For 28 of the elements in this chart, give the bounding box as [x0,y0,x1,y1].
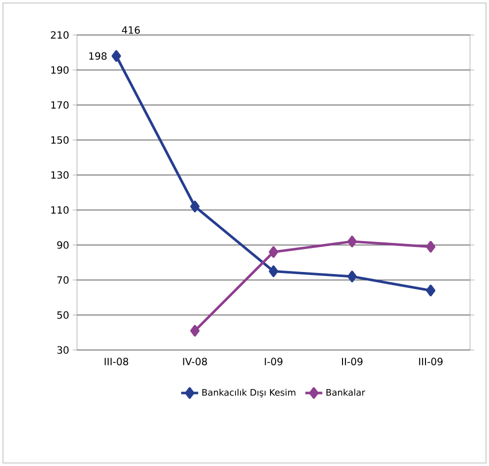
y-tick-label: 150 [51,136,69,144]
point [190,200,200,212]
point [268,246,278,258]
y-tick-label: 50 [57,311,69,319]
point [347,270,357,282]
y-tick-label: 170 [51,101,69,109]
x-tick-label: III-08 [104,358,128,366]
data-label: 198 [89,52,107,60]
y-tick-label: 210 [50,31,69,39]
x-tick-label: I-09 [264,358,282,366]
point [190,324,200,337]
x-tick-label: III-09 [419,358,443,366]
y-tick-label: 90 [57,241,69,249]
point [426,284,436,296]
point [268,265,278,278]
y-tick-label: 110 [51,206,69,214]
point [112,50,121,62]
text: 416 [122,26,140,34]
y-tick-label: 30 [57,346,69,354]
legend-label: Bankacılık Dışı Kesim [202,388,296,398]
point [347,236,357,248]
x-tick-label: IV-08 [183,358,207,366]
x-tick-label: II-09 [342,358,362,366]
point [426,240,436,253]
y-tick-label: 190 [51,66,69,74]
y-tick-label: 70 [57,276,69,284]
y-tick-label: 130 [51,171,69,179]
legend-label: Bankalar [326,388,366,396]
